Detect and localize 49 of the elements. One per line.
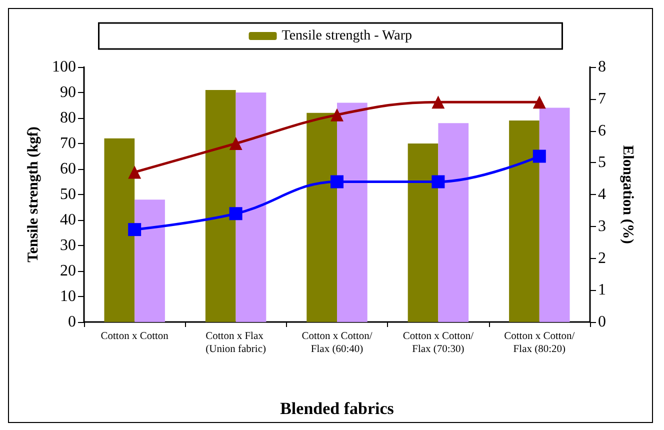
x-tick-label: Cotton x Cotton/Flax (70:30)	[402, 331, 474, 355]
y2-tick-label: 1	[598, 282, 606, 299]
y2-tick-label: 4	[598, 186, 606, 203]
bar	[236, 92, 266, 322]
point	[330, 175, 344, 188]
bar	[306, 112, 337, 322]
point	[432, 96, 445, 109]
point	[229, 137, 242, 150]
x-tick-label: Cotton x Cotton/Flax (80:20)	[504, 331, 575, 355]
y2-tick-label: 5	[598, 154, 606, 172]
bar	[104, 138, 135, 322]
y2-tick-label: 0	[598, 314, 606, 330]
y2-tick-label: 2	[598, 250, 606, 267]
point	[229, 207, 242, 220]
point	[128, 166, 142, 179]
bar	[509, 120, 540, 322]
y-tick-label: 10	[60, 288, 76, 305]
y-tick-label: 60	[60, 160, 76, 178]
point	[432, 175, 445, 188]
point	[532, 96, 546, 109]
point	[532, 150, 546, 163]
bar	[134, 200, 165, 322]
x-tick-label: Cotton x Cotton/Flax (60:40)	[302, 331, 372, 355]
bar	[408, 144, 438, 322]
bar	[539, 108, 570, 322]
y2-axis-title: Elongation (%)	[620, 145, 636, 244]
y2-tick-label: 8	[598, 58, 606, 76]
y-tick-label: 100	[52, 58, 76, 76]
x-tick-label: Cotton x Cotton	[100, 331, 170, 342]
y2-tick-label: 6	[598, 122, 606, 140]
bar	[438, 123, 469, 322]
point	[128, 223, 142, 236]
x-axis-title: Blended fabrics	[280, 399, 394, 418]
y-tick-label: 50	[60, 186, 76, 203]
y-axis-title: Tensile strength (kgf)	[26, 126, 42, 262]
y-tick-label: 80	[60, 110, 76, 126]
y-tick-label: 0	[68, 314, 76, 330]
y2-tick-label: 3	[598, 218, 606, 235]
y-tick-label: 30	[60, 237, 76, 254]
y-tick-label: 70	[60, 135, 76, 152]
bar	[205, 90, 236, 322]
y-tick-label: 40	[60, 212, 76, 228]
point	[330, 108, 344, 122]
x-tick-label: Cotton x Flax (Union fabric)	[206, 331, 266, 355]
y2-tick-label: 7	[598, 90, 606, 108]
y-tick-label: 90	[60, 84, 76, 101]
y-tick-label: 20	[60, 262, 76, 280]
legend-label: Tensile strength - Warp	[282, 28, 412, 44]
bar	[337, 102, 368, 322]
